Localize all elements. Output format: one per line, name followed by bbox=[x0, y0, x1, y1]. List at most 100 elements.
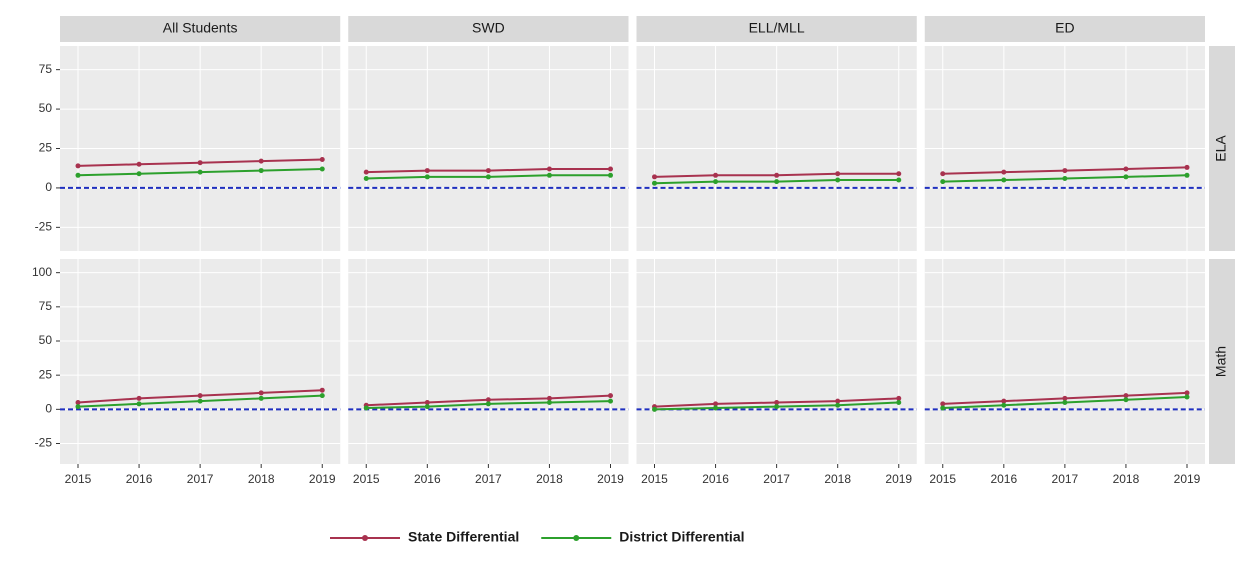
point bbox=[75, 400, 81, 405]
point bbox=[75, 172, 81, 178]
point bbox=[258, 390, 264, 396]
point bbox=[1001, 177, 1007, 183]
y-tick-label: 0 bbox=[45, 180, 52, 194]
x-tick-label: 2015 bbox=[353, 472, 380, 486]
point bbox=[940, 401, 946, 407]
x-tick-label: 2018 bbox=[248, 472, 275, 486]
x-tick-label: 2019 bbox=[1174, 472, 1201, 486]
point bbox=[485, 168, 491, 174]
point bbox=[485, 401, 491, 407]
point bbox=[835, 177, 841, 183]
column-label: ED bbox=[1055, 20, 1074, 36]
point bbox=[1184, 172, 1190, 178]
y-tick-label: 75 bbox=[39, 62, 53, 76]
x-tick-label: 2018 bbox=[824, 472, 851, 486]
point bbox=[1123, 393, 1129, 399]
point bbox=[1001, 169, 1007, 175]
legend-marker bbox=[362, 535, 368, 541]
x-tick-label: 2019 bbox=[309, 472, 336, 486]
y-tick-label: -25 bbox=[35, 220, 53, 234]
point bbox=[940, 179, 946, 185]
point bbox=[713, 401, 719, 407]
point bbox=[1184, 164, 1190, 170]
point bbox=[363, 175, 369, 181]
x-tick-label: 2017 bbox=[1052, 472, 1079, 486]
point bbox=[546, 166, 552, 172]
y-tick-label: 100 bbox=[32, 265, 52, 279]
point bbox=[835, 398, 841, 404]
x-tick-label: 2019 bbox=[597, 472, 624, 486]
point bbox=[1062, 168, 1068, 174]
point bbox=[774, 400, 780, 405]
point bbox=[608, 172, 613, 178]
point bbox=[896, 395, 902, 401]
point bbox=[136, 401, 142, 407]
point bbox=[546, 172, 552, 178]
x-tick-label: 2017 bbox=[763, 472, 790, 486]
x-tick-label: 2016 bbox=[702, 472, 729, 486]
point bbox=[424, 174, 430, 180]
y-tick-label: -25 bbox=[35, 436, 53, 450]
legend-marker bbox=[573, 535, 580, 541]
column-strip bbox=[924, 16, 1205, 42]
x-tick-label: 2019 bbox=[885, 472, 912, 486]
point bbox=[835, 402, 841, 408]
point bbox=[424, 400, 430, 405]
point bbox=[652, 180, 657, 186]
point bbox=[363, 405, 369, 411]
point bbox=[940, 405, 946, 411]
point bbox=[485, 397, 491, 403]
row-label: ELA bbox=[1213, 135, 1229, 162]
point bbox=[319, 393, 325, 399]
column-label: ELL/MLL bbox=[749, 20, 805, 36]
point bbox=[608, 166, 613, 172]
x-tick-label: 2015 bbox=[65, 472, 92, 486]
point bbox=[258, 168, 264, 174]
point bbox=[713, 172, 719, 178]
y-tick-label: 25 bbox=[39, 141, 53, 155]
y-tick-label: 75 bbox=[39, 299, 53, 313]
legend-label: District Differential bbox=[619, 529, 744, 545]
x-tick-label: 2015 bbox=[929, 472, 956, 486]
row-strip bbox=[1209, 46, 1235, 251]
y-tick-label: 50 bbox=[39, 101, 53, 115]
point bbox=[608, 398, 613, 404]
y-tick-label: 25 bbox=[39, 367, 53, 381]
point bbox=[774, 172, 780, 178]
point bbox=[652, 174, 657, 180]
point bbox=[319, 166, 325, 172]
point bbox=[546, 395, 552, 401]
point bbox=[197, 169, 203, 175]
point bbox=[1001, 398, 1007, 404]
point bbox=[136, 161, 142, 167]
point bbox=[258, 395, 264, 401]
point bbox=[608, 393, 613, 399]
point bbox=[136, 171, 142, 177]
point bbox=[1062, 395, 1068, 401]
x-tick-label: 2016 bbox=[126, 472, 153, 486]
x-tick-label: 2018 bbox=[536, 472, 563, 486]
point bbox=[136, 395, 142, 401]
point bbox=[774, 404, 780, 410]
point bbox=[1184, 390, 1190, 396]
point bbox=[896, 177, 902, 183]
point bbox=[1123, 166, 1129, 172]
point bbox=[652, 406, 657, 412]
point bbox=[75, 404, 81, 410]
point bbox=[319, 387, 325, 393]
point bbox=[197, 393, 203, 399]
x-tick-label: 2015 bbox=[641, 472, 668, 486]
y-tick-label: 0 bbox=[45, 402, 52, 416]
point bbox=[1123, 174, 1129, 180]
x-tick-label: 2017 bbox=[187, 472, 214, 486]
point bbox=[424, 404, 430, 410]
x-tick-label: 2016 bbox=[990, 472, 1017, 486]
point bbox=[1123, 397, 1129, 403]
column-label: All Students bbox=[163, 20, 238, 36]
point bbox=[424, 168, 430, 174]
x-tick-label: 2017 bbox=[475, 472, 502, 486]
point bbox=[896, 171, 902, 177]
column-strip bbox=[348, 16, 629, 42]
